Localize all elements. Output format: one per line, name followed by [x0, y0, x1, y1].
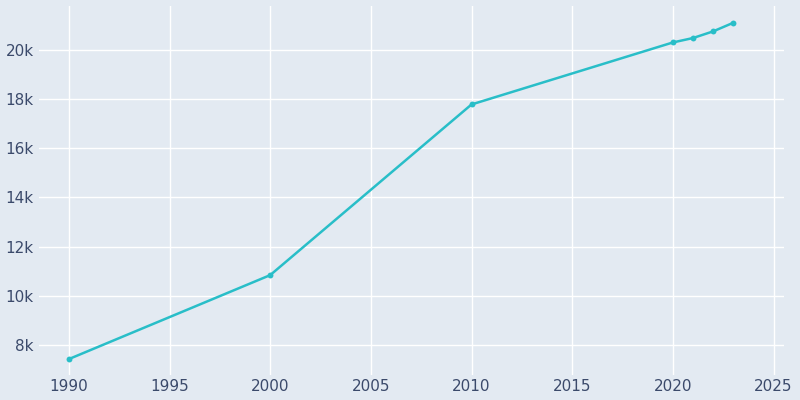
Point — [727, 20, 740, 26]
Point — [706, 28, 719, 34]
Point — [465, 101, 478, 108]
Point — [62, 356, 75, 362]
Point — [686, 35, 699, 41]
Point — [264, 272, 277, 278]
Point — [666, 39, 679, 46]
